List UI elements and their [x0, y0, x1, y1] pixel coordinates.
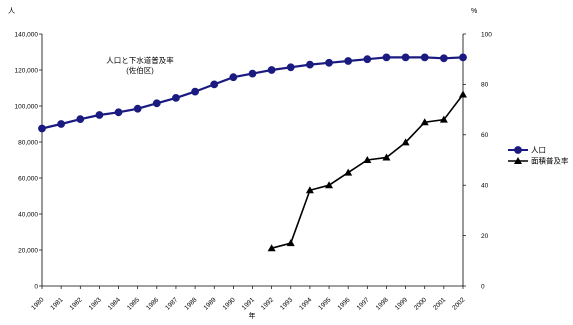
legend-label: 面積普及率 — [531, 156, 569, 166]
data-point — [325, 181, 334, 189]
data-point — [420, 53, 429, 62]
chart-subtitle: (佐伯区) — [126, 65, 154, 75]
coverage-series — [267, 90, 467, 252]
left-tick-label: 80,000 — [18, 139, 38, 146]
x-tick-label: 1997 — [356, 296, 371, 311]
right-axis-unit: % — [471, 8, 477, 15]
x-tick-label: 1994 — [298, 296, 313, 311]
x-tick-label: 1990 — [222, 296, 237, 311]
data-point — [363, 156, 372, 163]
x-tick-label: 2002 — [451, 296, 466, 311]
data-point — [152, 99, 161, 108]
right-axis-ticks: 0 20 40 60 80 100 — [463, 31, 492, 290]
data-point — [114, 108, 123, 117]
population-series — [38, 53, 467, 133]
data-point — [306, 60, 314, 69]
data-point — [57, 120, 66, 128]
data-point — [344, 168, 353, 176]
data-point — [439, 115, 448, 123]
legend-item: 面積普及率 — [508, 156, 569, 166]
data-point — [325, 58, 333, 67]
right-tick-label: 60 — [481, 132, 489, 139]
data-point — [382, 53, 391, 62]
x-tick-label: 1996 — [336, 296, 351, 311]
chart-title: 人口と下水道普及率 — [106, 55, 174, 65]
data-point — [420, 118, 429, 126]
data-point — [439, 54, 448, 63]
data-point — [267, 66, 276, 74]
x-axis-ticks: 1980 1981 1982 1983 1984 1985 1986 1987 1988 1989… — [30, 286, 467, 312]
x-tick-label: 1981 — [49, 296, 64, 311]
data-point — [76, 115, 85, 124]
right-tick-label: 20 — [481, 233, 489, 240]
x-tick-label: 1989 — [202, 296, 217, 311]
data-point — [95, 111, 104, 119]
data-point — [401, 138, 410, 146]
data-point — [401, 53, 410, 62]
data-point — [286, 239, 295, 247]
x-tick-label: 1987 — [164, 296, 179, 311]
data-point — [267, 244, 276, 252]
x-tick-label: 1982 — [69, 296, 84, 311]
left-axis-ticks: 0 20,000 40,000 60,000 80,000 100,000 120,000 1… — [15, 31, 42, 290]
data-point — [248, 69, 257, 78]
x-tick-label: 2001 — [432, 296, 447, 311]
data-point — [459, 53, 467, 62]
series-line — [41, 56, 464, 130]
left-tick-label: 120,000 — [15, 67, 39, 74]
left-tick-label: 60,000 — [18, 175, 38, 182]
x-tick-label: 1986 — [145, 296, 160, 311]
data-point — [459, 90, 467, 98]
data-point — [38, 124, 46, 133]
left-tick-label: 140,000 — [15, 31, 39, 38]
data-point — [363, 55, 372, 64]
right-tick-label: 0 — [481, 283, 485, 290]
x-tick-label: 1995 — [317, 296, 332, 311]
x-tick-label: 1991 — [241, 296, 256, 311]
data-point — [229, 73, 238, 82]
right-tick-label: 100 — [481, 31, 492, 38]
x-tick-label: 1999 — [394, 296, 409, 311]
x-tick-label: 1992 — [260, 296, 275, 311]
legend-label: 人口 — [531, 146, 546, 155]
x-axis-label: 年 — [249, 311, 256, 320]
x-tick-label: 1983 — [88, 296, 103, 311]
data-point — [133, 104, 142, 113]
left-axis-unit: 人 — [8, 7, 15, 15]
right-tick-label: 80 — [481, 82, 489, 89]
left-tick-label: 100,000 — [15, 103, 39, 110]
legend-item: 人口 — [508, 146, 546, 155]
series-layer — [38, 53, 467, 252]
data-point — [286, 63, 295, 72]
data-point — [344, 57, 353, 65]
x-tick-label: 1985 — [126, 296, 141, 311]
x-tick-label: 2000 — [413, 296, 428, 311]
data-point — [210, 80, 219, 89]
x-tick-label: 1984 — [107, 296, 122, 311]
left-tick-label: 0 — [34, 283, 38, 290]
data-point — [514, 146, 522, 154]
data-point — [514, 157, 522, 164]
data-point — [191, 87, 199, 96]
x-tick-label: 1993 — [279, 296, 294, 311]
x-tick-label: 1998 — [375, 296, 390, 311]
left-tick-label: 20,000 — [18, 247, 38, 254]
x-tick-label: 1988 — [183, 296, 198, 311]
right-tick-label: 40 — [481, 183, 489, 190]
data-point — [382, 153, 391, 161]
data-point — [305, 186, 314, 194]
x-tick-label: 1980 — [30, 296, 45, 311]
data-point — [172, 94, 180, 102]
left-tick-label: 40,000 — [18, 211, 38, 218]
series-line — [271, 93, 464, 249]
